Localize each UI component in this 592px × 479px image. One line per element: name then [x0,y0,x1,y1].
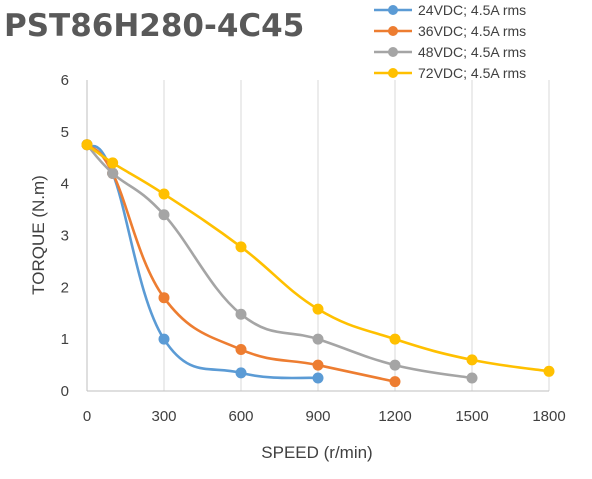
grid-lines [163,80,550,391]
data-point [158,292,170,304]
data-point [158,188,170,200]
y-tick-label: 2 [61,279,69,296]
legend-swatch-marker [388,47,398,57]
legend-label: 36VDC; 4.5A rms [418,23,526,39]
x-tick-label: 300 [151,408,176,425]
x-tick-label: 600 [228,408,253,425]
data-point [107,167,119,179]
data-point [466,372,478,384]
x-tick-label: 1500 [455,408,488,425]
legend-item: 48VDC; 4.5A rms [374,44,526,60]
data-point [81,139,93,151]
legend-item: 36VDC; 4.5A rms [374,23,526,39]
data-point [158,333,170,345]
series-4 [81,139,555,377]
legend-label: 48VDC; 4.5A rms [418,44,526,60]
y-axis-label: TORQUE (N.m) [29,175,48,295]
data-point [543,365,555,377]
data-point [312,333,324,345]
legend-swatch-marker [388,5,398,15]
y-tick-label: 5 [61,124,69,141]
y-tick-label: 3 [61,228,69,245]
chart-title: PST86H280-4C45 [4,8,304,44]
x-tick-labels: 0 300 600 900 1200 1500 1800 [83,408,566,425]
x-tick-label: 1800 [532,408,565,425]
data-point [466,354,478,366]
x-tick-label: 1200 [378,408,411,425]
data-point [235,308,247,320]
legend-item: 24VDC; 4.5A rms [374,2,526,18]
y-tick-label: 6 [61,72,69,89]
data-point [158,209,170,221]
data-point [389,333,401,345]
series-group [81,139,555,388]
legend-label: 24VDC; 4.5A rms [418,2,526,18]
data-point [389,376,401,388]
x-axis-label: SPEED (r/min) [261,443,372,462]
y-tick-label: 4 [61,176,69,193]
data-point [235,241,247,253]
y-tick-label: 0 [61,383,69,400]
x-tick-label: 900 [305,408,330,425]
legend-swatch-marker [388,68,398,78]
y-tick-label: 1 [61,331,69,348]
legend-swatch-marker [388,26,398,36]
legend-label: 72VDC; 4.5A rms [418,65,526,81]
x-tick-label: 0 [83,408,91,425]
data-point [107,157,119,169]
axes [86,80,549,392]
data-point [235,367,247,379]
data-point [312,303,324,315]
legend: 24VDC; 4.5A rms 36VDC; 4.5A rms 48VDC; 4.5… [374,2,526,81]
data-point [235,344,247,356]
series-line [85,143,551,373]
y-tick-labels: 0 1 2 3 4 5 6 [61,72,69,400]
data-point [312,359,324,371]
legend-item: 72VDC; 4.5A rms [374,65,526,81]
data-point [389,359,401,371]
data-point [312,372,324,384]
